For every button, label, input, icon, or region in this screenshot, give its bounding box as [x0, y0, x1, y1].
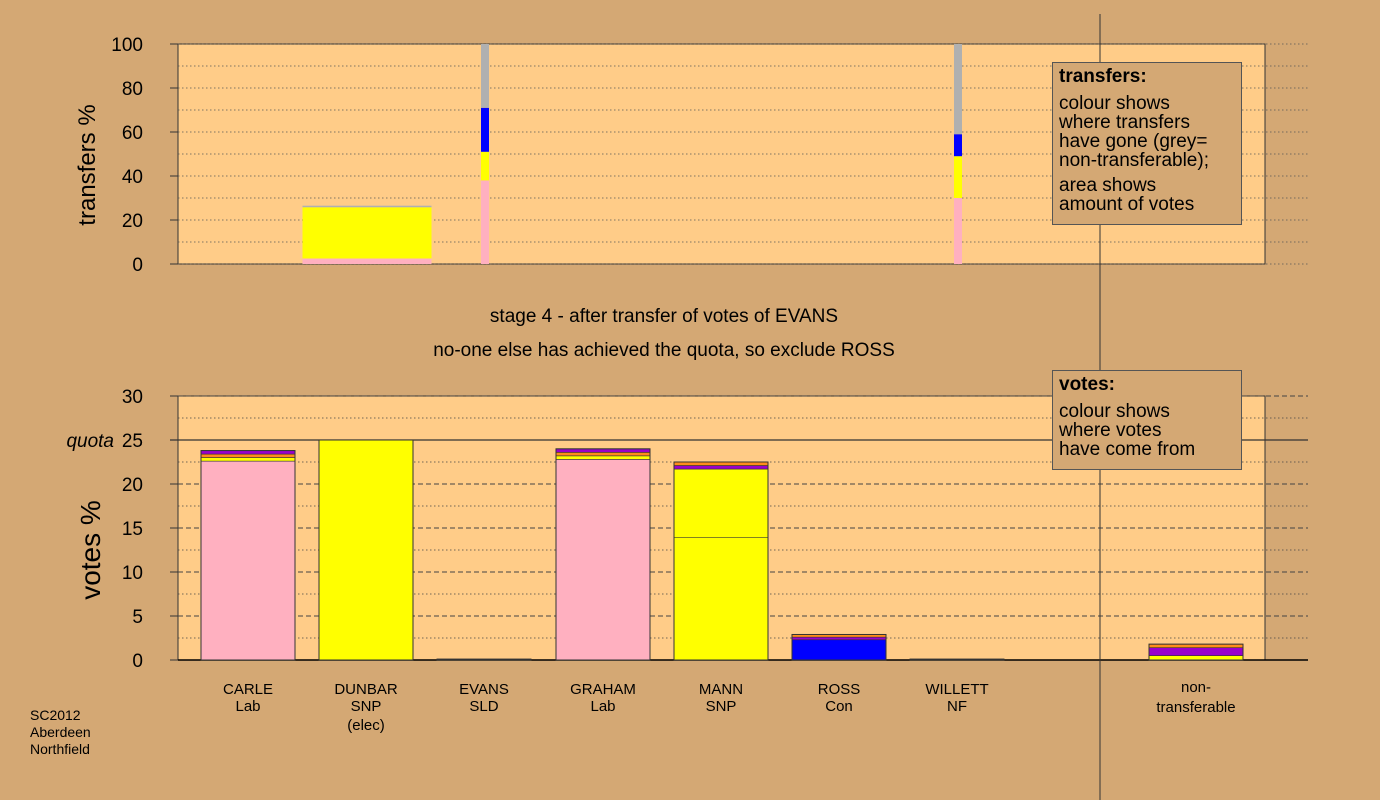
votes-legend-title: votes:: [1059, 374, 1115, 395]
vote-bar-ross: [791, 633, 887, 661]
transfers-y-tick-label: 100: [111, 35, 143, 56]
transfer-segment-willett-snp: [954, 156, 962, 198]
candidate-party-label: SLD: [469, 698, 498, 715]
transfer-segment-dunbar-lab: [302, 258, 432, 264]
stage-caption: stage 4 - after transfer of votes of EVA…: [489, 306, 839, 327]
vote-segment-carle-lab: [200, 460, 296, 661]
vote-segment-carle-sld: [200, 453, 296, 458]
vote-segment-graham-lab: [555, 459, 651, 661]
votes-y-tick-label: 25: [122, 431, 143, 452]
vote-segment-carle-snp: [200, 457, 296, 462]
vote-segment-non-transferable-sld: [1148, 643, 1244, 648]
candidate-party-label: NF: [947, 698, 967, 715]
transfers-y-tick-label: 20: [122, 211, 143, 232]
vote-bar-graham: [555, 448, 651, 661]
votes-legend: votes: colour shows where votes have com…: [1052, 370, 1242, 470]
candidate-name-label: MANN: [699, 681, 743, 698]
footer-council: Aberdeen: [30, 724, 91, 740]
transfers-y-axis-label: transfers %: [74, 104, 101, 225]
votes-y-tick-label: 20: [122, 475, 143, 496]
votes-y-tick-label: 5: [132, 607, 143, 628]
votes-y-tick-label: 30: [122, 387, 143, 408]
transfers-y-tick-label: 80: [122, 79, 143, 100]
non-transferable-label: transferable: [1156, 699, 1235, 716]
candidate-party-label: Con: [825, 698, 853, 715]
transfers-legend-text1: colour shows where transfers have gone (…: [1059, 93, 1209, 171]
vote-segment-mann-nf: [673, 465, 769, 470]
footer-ward: Northfield: [30, 741, 90, 757]
transfer-segment-willett-lab: [954, 198, 962, 264]
footer-code: SC2012: [30, 707, 81, 723]
vote-bar-willett: [909, 658, 1005, 661]
vote-segment-mann-snp: [673, 468, 769, 538]
transfer-segment-evans-non_transferable: [481, 44, 489, 108]
transfers-y-tick-label: 0: [132, 255, 143, 276]
candidate-name-label: GRAHAM: [570, 681, 636, 698]
candidate-name-label: EVANS: [459, 681, 509, 698]
candidate-party-label: SNP: [706, 698, 737, 715]
transfers-legend-title: transfers:: [1059, 66, 1147, 87]
candidate-name-label: WILLETT: [925, 681, 988, 698]
candidate-name-label: DUNBAR: [334, 681, 398, 698]
quota-label: quota: [66, 431, 114, 452]
transfer-segment-evans-snp: [481, 151, 489, 181]
candidate-name-label: CARLE: [223, 681, 273, 698]
vote-segment-graham-nf: [555, 448, 651, 453]
vote-segment-dunbar-snp: [318, 439, 414, 661]
candidate-status-label: (elec): [347, 717, 385, 734]
vote-segment-non-transferable-snp: [1148, 655, 1244, 661]
votes-legend-text: colour shows where votes have come from: [1059, 401, 1196, 460]
vote-segment-ross-con: [791, 639, 887, 661]
vote-segment-graham-sld: [555, 452, 651, 457]
transfer-segment-willett-non_transferable: [954, 44, 962, 135]
candidate-party-label: Lab: [235, 698, 260, 715]
vote-bar-non-transferable: [1148, 643, 1244, 661]
vote-bar-dunbar: [318, 439, 414, 661]
vote-bar-mann: [673, 461, 769, 661]
candidate-party-label: SNP: [351, 698, 382, 715]
candidate-name-label: ROSS: [818, 681, 861, 698]
transfer-segment-evans-lab: [481, 180, 489, 264]
transfer-segment-dunbar-snp: [302, 207, 432, 259]
transfers-y-tick-label: 60: [122, 123, 143, 144]
vote-segment-non-transferable-nf: [1148, 647, 1244, 656]
vote-segment-mann-sld: [673, 461, 769, 466]
transfer-segment-evans-con: [481, 107, 489, 152]
vote-bar-evans: [436, 658, 532, 661]
votes-y-tick-label: 0: [132, 651, 143, 672]
vote-segment-ross-nf: [791, 636, 887, 641]
votes-y-tick-label: 10: [122, 563, 143, 584]
non-transferable-label: non-: [1181, 679, 1211, 696]
transfers-y-tick-label: 40: [122, 167, 143, 188]
vote-segment-carle-nf: [200, 450, 296, 455]
vote-segment-mann-snp: [673, 537, 769, 661]
stage-instruction: no-one else has achieved the quota, so e…: [433, 340, 895, 361]
transfers-legend: transfers: colour shows where transfers …: [1052, 62, 1242, 225]
votes-y-axis-label: votes %: [75, 500, 106, 600]
election-footer: SC2012 Aberdeen Northfield: [30, 707, 91, 758]
transfer-segment-dunbar-non_transferable: [302, 205, 432, 208]
votes-y-tick-label: 15: [122, 519, 143, 540]
transfer-segment-willett-con: [954, 134, 962, 157]
candidate-party-label: Lab: [590, 698, 615, 715]
vote-segment-graham-snp: [555, 455, 651, 460]
vote-bar-carle: [200, 450, 296, 661]
transfers-legend-text2: area shows amount of votes: [1059, 175, 1195, 215]
